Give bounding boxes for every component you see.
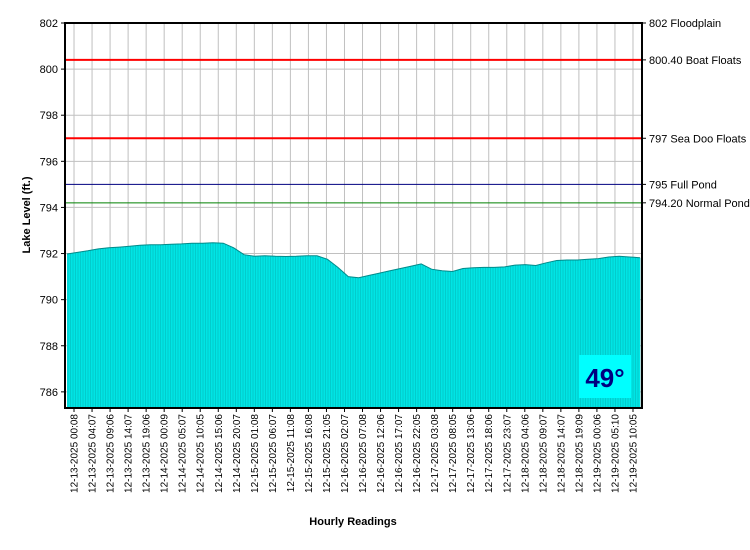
x-tick-label: 12-16-2025 22:05	[412, 414, 423, 493]
plot-frame	[64, 22, 643, 409]
x-tick-label: 12-17-2025 08:05	[448, 414, 459, 493]
x-tick-label: 12-14-2025 10:05	[196, 414, 207, 493]
temperature-badge: 49°	[579, 355, 631, 398]
x-tick-label: 12-18-2025 09:07	[538, 414, 549, 493]
y-tick-label: 792	[40, 249, 58, 261]
x-tick-label: 12-16-2025 02:07	[340, 414, 351, 493]
x-tick-label: 12-16-2025 17:07	[394, 414, 405, 493]
x-tick-label: 12-13-2025 04:07	[88, 414, 99, 493]
series-line	[66, 242, 641, 279]
y-tick-label: 788	[40, 341, 58, 353]
y-tick-label: 798	[40, 110, 58, 122]
x-tick-label: 12-15-2025 16:08	[304, 414, 315, 493]
temperature-badge-text: 49°	[585, 363, 624, 393]
x-tick-label: 12-18-2025 14:07	[556, 414, 567, 493]
x-tick-label: 12-19-2025 00:06	[592, 414, 603, 493]
x-tick-label: 12-19-2025 10:05	[629, 414, 640, 493]
x-tick-label: 12-15-2025 06:07	[268, 414, 279, 493]
x-tick-label: 12-14-2025 05:07	[178, 414, 189, 493]
x-tick-label: 12-13-2025 14:07	[124, 414, 135, 493]
reference-label: 797 Sea Doo Floats	[649, 133, 747, 145]
x-tick-label: 12-17-2025 03:08	[430, 414, 441, 493]
y-tick-label: 794	[40, 202, 58, 214]
series-area	[66, 242, 641, 408]
x-tick-label: 12-15-2025 21:05	[322, 414, 333, 493]
x-tick-label: 12-16-2025 07:08	[358, 414, 369, 493]
reference-label: 802 Floodplain	[649, 18, 721, 30]
y-tick-label: 802	[40, 18, 58, 30]
x-tick-label: 12-14-2025 15:06	[214, 414, 225, 493]
x-tick-label: 12-17-2025 13:06	[466, 414, 477, 493]
x-tick-label: 12-13-2025 19:06	[142, 414, 153, 493]
x-axis: 12-13-2025 00:08 12-13-2025 04:07 12-13-20…	[70, 408, 640, 493]
x-tick-label: 12-17-2025 23:07	[502, 414, 513, 493]
reference-label: 795 Full Pond	[649, 179, 717, 191]
x-tick-label: 12-15-2025 01:08	[250, 414, 261, 493]
y-tick-label: 800	[40, 64, 58, 76]
x-tick-label: 12-18-2025 04:06	[520, 414, 531, 493]
x-tick-label: 12-18-2025 19:09	[574, 414, 585, 493]
x-axis-title: Hourly Readings	[309, 516, 396, 528]
x-tick-label: 12-14-2025 20:07	[232, 414, 243, 493]
x-tick-label: 12-14-2025 00:09	[160, 414, 171, 493]
x-tick-label: 12-15-2025 11:08	[286, 414, 297, 493]
y-tick-label: 790	[40, 295, 58, 307]
x-tick-label: 12-13-2025 00:08	[70, 414, 81, 493]
x-tick-label: 12-17-2025 18:06	[484, 414, 495, 493]
x-tick-label: 12-19-2025 05:10	[611, 414, 622, 493]
reference-label: 800.40 Boat Floats	[649, 55, 742, 67]
x-tick-label: 12-16-2025 12:06	[376, 414, 387, 493]
temperature-badge-background	[579, 355, 631, 398]
reference-label: 794.20 Normal Pond	[649, 198, 750, 210]
y-tick-label: 796	[40, 156, 58, 168]
x-tick-label: 12-13-2025 09:06	[106, 414, 117, 493]
y-axis: 786 788 790 792 794 796 798 800 802	[40, 18, 65, 399]
y-tick-label: 786	[40, 387, 58, 399]
y-axis-title: Lake Level (ft.)	[21, 176, 33, 253]
